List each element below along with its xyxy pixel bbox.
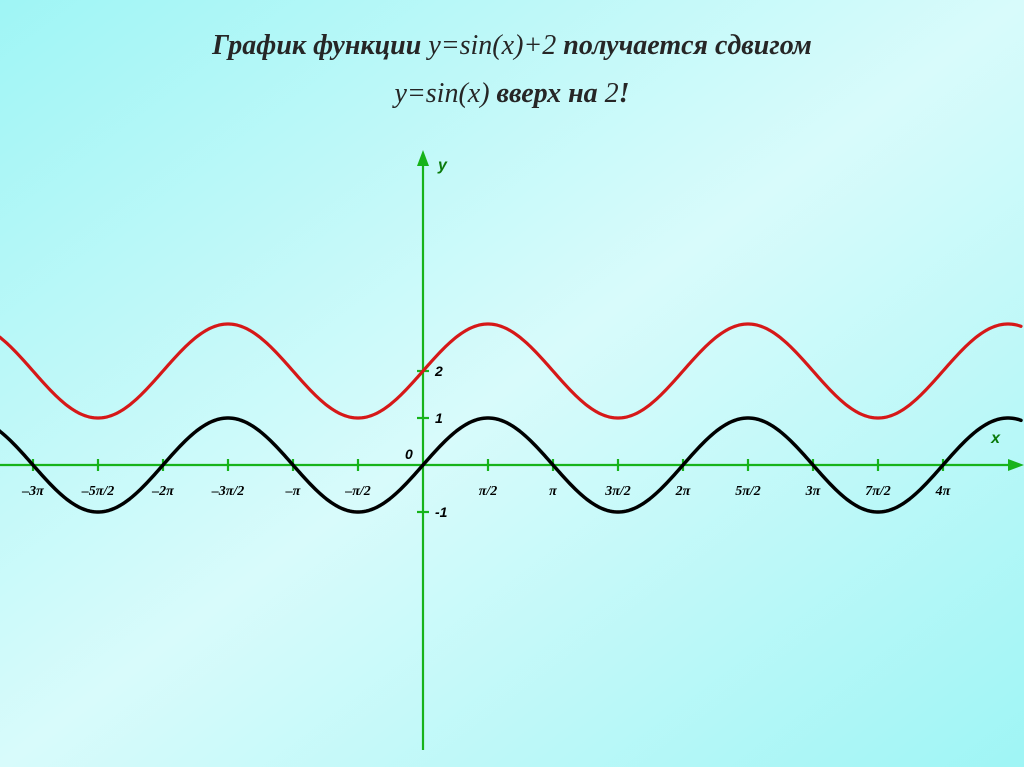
- x-tick-label: 3π: [805, 484, 821, 499]
- y-tick-label: 2: [434, 363, 443, 379]
- slide: График функции y=sin(x)+2 получается сдв…: [0, 0, 1024, 767]
- x-tick-label: –3π/2: [211, 484, 245, 499]
- x-tick-label: 5π/2: [735, 484, 761, 499]
- x-tick-label: –5π/2: [81, 484, 115, 499]
- y-tick-label: 1: [435, 410, 443, 426]
- x-tick-label: π/2: [479, 484, 498, 499]
- x-tick-label: –π/2: [344, 484, 371, 499]
- y-tick-label: -1: [435, 504, 448, 520]
- x-tick-label: 3π/2: [604, 484, 631, 499]
- chart: –3π –5π/2 –2π –3π/2 –π –π/2 π/2 π 3π/2 2π 5π/2 3π 7π…: [0, 0, 1024, 767]
- y-axis-label: y: [437, 157, 448, 174]
- x-tick-label: 7π/2: [865, 484, 891, 499]
- x-tick-label: π: [549, 484, 557, 499]
- x-tick-label: –2π: [151, 484, 174, 499]
- curve-sin_x_plus_2: [0, 324, 1021, 418]
- x-tick-label: –3π: [21, 484, 44, 499]
- axes: [0, 150, 1024, 750]
- x-tick-label: –π: [285, 484, 301, 499]
- x-tick-label: 2π: [675, 484, 691, 499]
- x-tick-label: 4π: [935, 484, 951, 499]
- axis-labels: xy: [437, 157, 1001, 447]
- origin-label: 0: [405, 446, 413, 462]
- x-axis-label: x: [990, 430, 1001, 447]
- y-ticks: 2 1 -1 0: [405, 363, 448, 520]
